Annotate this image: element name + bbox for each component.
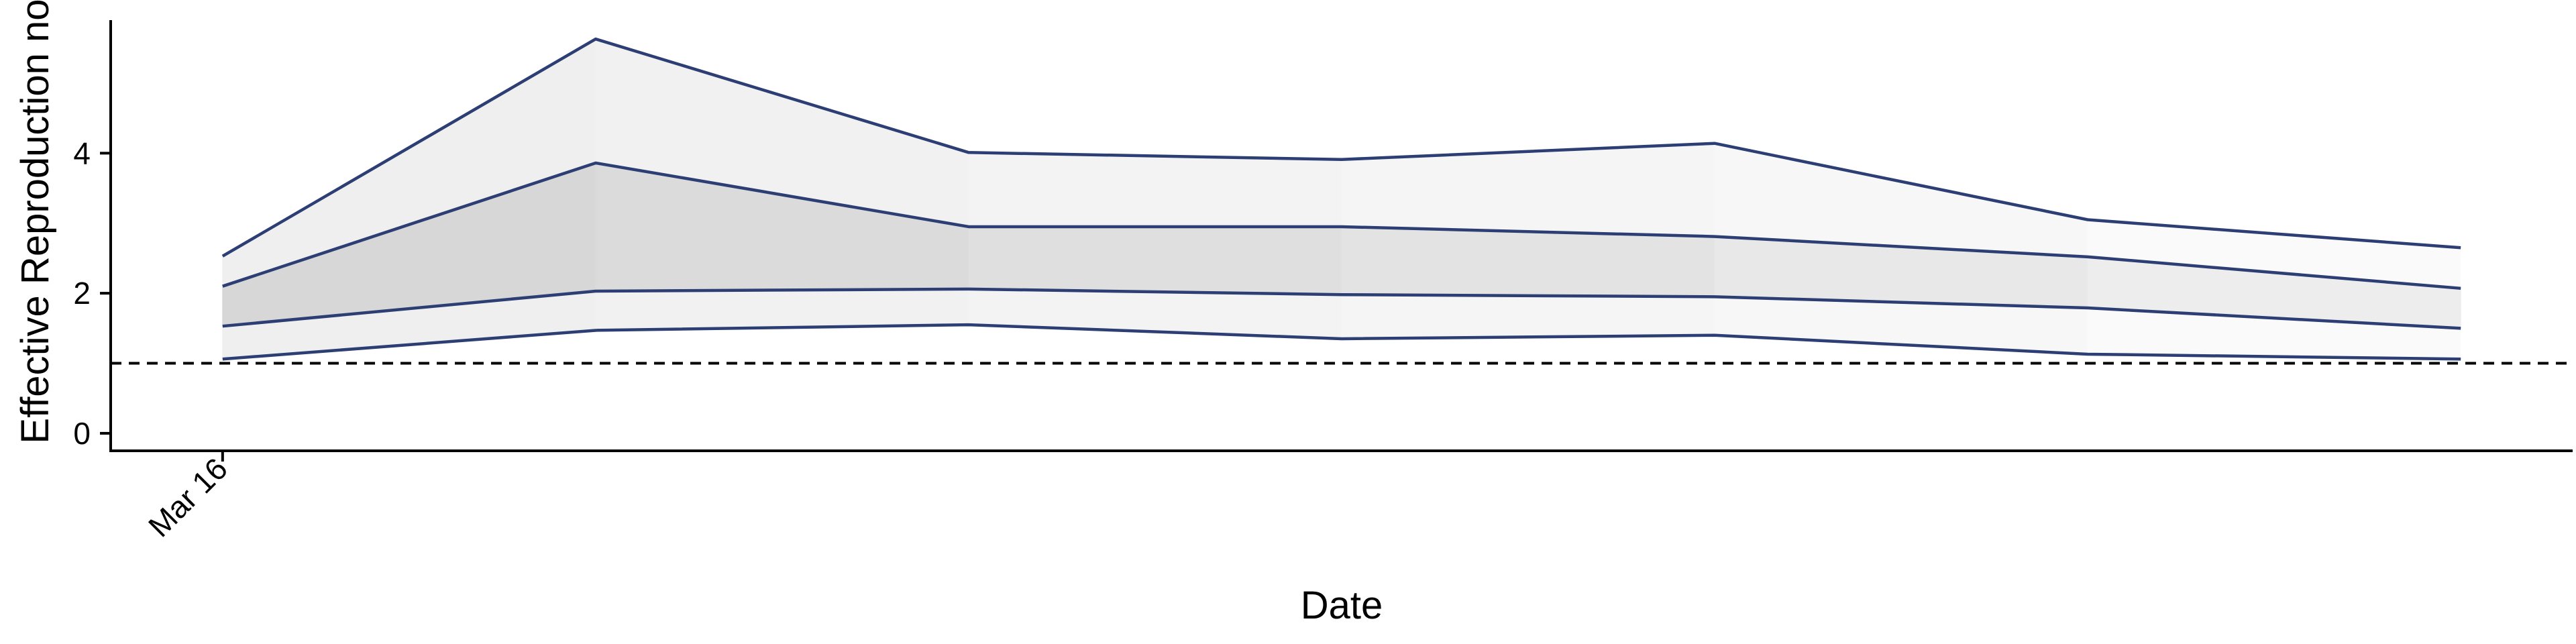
x-axis-title: Date [1301,584,1383,627]
inner-band-segment-2 [968,226,1342,295]
band-boundary-lines [221,37,2461,361]
outer-upper-line [221,37,2461,258]
axes [109,20,2573,452]
x-tick-label: Mar 16 [142,451,234,543]
inner-band-segment-3 [1341,226,1715,297]
y-axis-title: Effective Reproduction no [13,0,57,444]
outer-lower-line [222,323,2461,361]
inner-lower-line [222,287,2461,330]
inner-credible-band [222,162,2461,329]
y-ticks: 0 2 4 [73,136,111,451]
y-tick-label: 0 [73,416,91,451]
x-ticks: Mar 16 [142,451,234,543]
y-tick-label: 2 [73,276,91,311]
inner-upper-line [222,161,2461,290]
y-tick-label: 4 [73,136,91,170]
